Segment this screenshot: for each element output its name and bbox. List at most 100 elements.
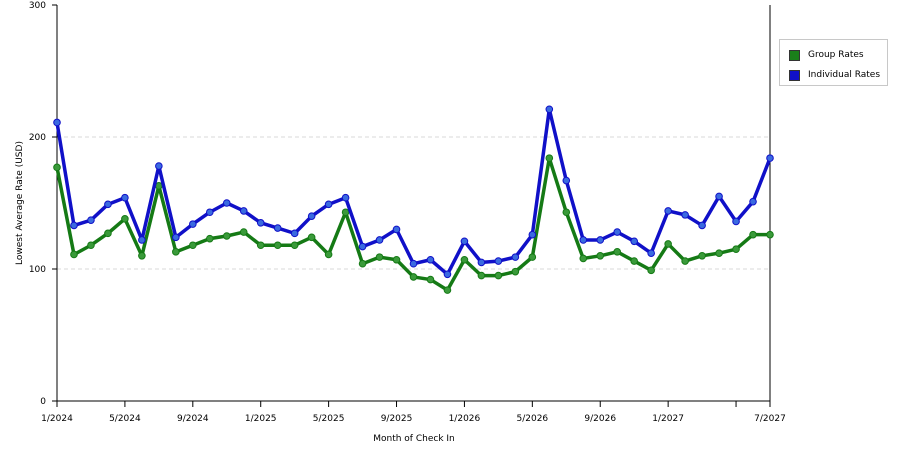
x-ticks: 1/2024 5/2024 9/2024 1/2025 5/2025 9/2025 1/20… (41, 401, 786, 424)
y-tick-label: 300 (29, 1, 46, 11)
series-lines (53, 105, 774, 294)
data-point (138, 252, 146, 260)
legend-swatch-individual (789, 69, 800, 81)
data-point (647, 266, 655, 275)
data-point (172, 233, 180, 242)
data-point (596, 236, 605, 244)
y-tick-label: 0 (40, 397, 46, 407)
axes (56, 5, 771, 402)
data-point (630, 237, 638, 246)
data-point (222, 199, 231, 207)
legend-label-group: Group Rates (808, 50, 864, 60)
x-tick-label: 5/2026 (516, 414, 548, 424)
data-point (732, 245, 740, 253)
data-point (189, 220, 197, 228)
data-point (664, 240, 672, 248)
data-point (358, 242, 367, 251)
data-point (341, 208, 350, 217)
data-point (409, 259, 418, 268)
data-point (205, 208, 214, 217)
legend-swatch-group (789, 49, 800, 61)
x-tick-label: 1/2026 (449, 414, 481, 424)
data-point (138, 236, 146, 244)
data-point (239, 228, 248, 236)
data-point (443, 286, 452, 294)
x-tick-label: 1/2025 (245, 414, 277, 424)
data-point (579, 236, 588, 244)
series-0 (53, 154, 774, 294)
data-point (307, 233, 316, 242)
data-point (579, 254, 588, 263)
legend: Group Rates Individual Rates (779, 39, 888, 86)
x-tick-label: 5/2025 (313, 414, 345, 424)
x-tick-label: 1/2027 (652, 414, 684, 424)
data-point (375, 253, 384, 261)
data-point (715, 249, 723, 257)
data-point (562, 208, 571, 217)
x-tick-label: 9/2025 (381, 414, 413, 424)
y-tick-label: 100 (29, 265, 46, 275)
data-point (290, 229, 299, 238)
data-point (613, 248, 622, 256)
y-tick-label: 200 (29, 133, 46, 143)
series-1 (53, 105, 774, 279)
data-point (528, 253, 537, 261)
data-point (324, 200, 333, 209)
data-point (511, 253, 520, 261)
y-axis-title: Lowest Average Rate (USD) (15, 141, 25, 265)
data-point (53, 163, 61, 172)
data-point (121, 215, 129, 223)
data-point (70, 250, 78, 259)
data-point (273, 241, 282, 250)
data-point (104, 229, 112, 238)
data-point (494, 271, 503, 280)
data-point (155, 162, 163, 170)
x-tick-label: 7/2027 (754, 414, 786, 424)
data-point (460, 255, 469, 264)
data-point (239, 207, 248, 215)
legend-label-individual: Individual Rates (808, 70, 881, 80)
data-point (715, 192, 723, 201)
data-point (749, 197, 757, 206)
data-point (749, 230, 757, 239)
data-point (664, 207, 672, 215)
data-point (698, 252, 706, 260)
data-point (375, 236, 384, 244)
data-point (290, 241, 299, 250)
data-point (766, 230, 774, 239)
x-axis-title: Month of Check In (373, 434, 455, 444)
data-point (324, 250, 333, 259)
data-point (256, 241, 265, 250)
x-tick-label: 5/2024 (109, 414, 141, 424)
data-point (307, 212, 316, 220)
data-point (409, 273, 418, 281)
data-point (528, 230, 537, 239)
data-point (172, 248, 180, 256)
x-tick-label: 9/2024 (177, 414, 209, 424)
data-point (426, 255, 435, 264)
data-point (392, 225, 401, 234)
data-point (630, 257, 638, 265)
data-point (647, 249, 655, 257)
data-point (426, 275, 435, 284)
data-point (477, 258, 486, 267)
data-point (87, 216, 95, 224)
data-point (511, 267, 520, 276)
data-point (104, 200, 112, 209)
data-point (477, 271, 486, 280)
data-point (460, 237, 469, 246)
data-point (562, 176, 571, 185)
legend-item-group: Group Rates (789, 48, 864, 62)
data-point (256, 219, 265, 227)
data-point (121, 193, 129, 202)
data-point (681, 211, 689, 219)
data-point (443, 270, 452, 279)
data-point (766, 154, 774, 162)
data-point (698, 221, 706, 230)
legend-item-individual: Individual Rates (789, 68, 880, 82)
data-point (53, 118, 61, 127)
x-tick-label: 9/2026 (584, 414, 616, 424)
data-point (392, 255, 401, 264)
data-point (494, 257, 503, 265)
